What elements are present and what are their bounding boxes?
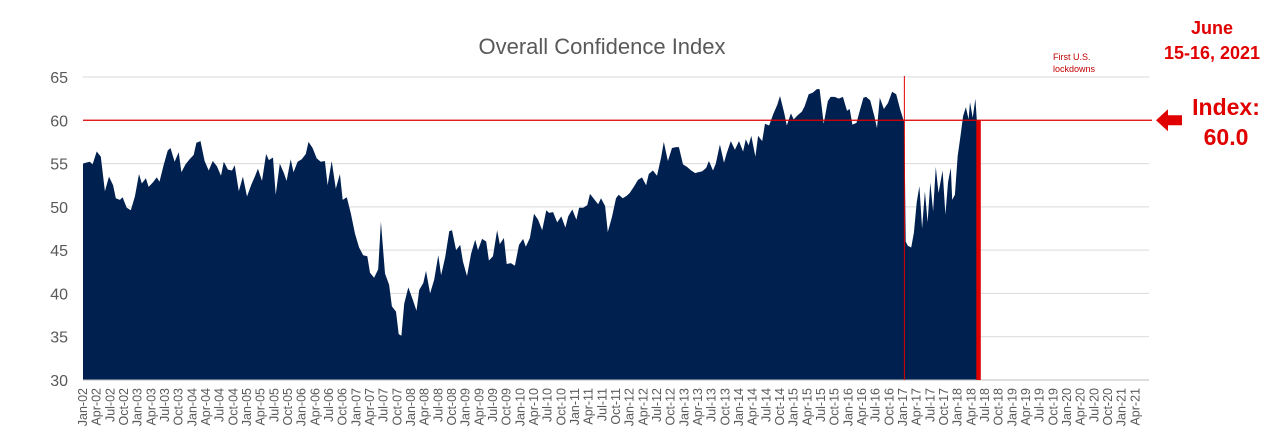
x-tick-label: Jan-14 xyxy=(732,388,746,426)
y-tick-label: 55 xyxy=(50,157,68,174)
x-tick-label: Oct-14 xyxy=(773,388,787,426)
x-tick-label: Apr-05 xyxy=(254,388,268,426)
x-tick-label: Jan-02 xyxy=(76,388,90,426)
x-tick-label: Jan-10 xyxy=(513,388,527,426)
x-tick-label: Jul-05 xyxy=(267,388,281,422)
x-tick-label: Apr-11 xyxy=(582,388,596,425)
x-tick-label: Jul-02 xyxy=(103,388,117,422)
index-annotation-label: Index: xyxy=(1192,94,1260,120)
index-annotation-value: 60.0 xyxy=(1204,124,1249,150)
chart-title: Overall Confidence Index xyxy=(478,34,725,59)
x-tick-label: Apr-06 xyxy=(308,388,322,426)
x-tick-label: Jul-04 xyxy=(213,388,227,422)
y-tick-label: 50 xyxy=(50,200,68,217)
y-tick-label: 65 xyxy=(50,70,68,87)
left-arrow-icon xyxy=(1156,109,1182,132)
x-tick-label: Jan-07 xyxy=(349,388,363,426)
y-tick-label: 40 xyxy=(50,286,68,303)
x-tick-label: Jul-14 xyxy=(759,388,773,422)
x-tick-label: Oct-11 xyxy=(609,388,623,425)
date-annotation-line2: 15-16, 2021 xyxy=(1164,43,1260,63)
date-annotation-line1: June xyxy=(1191,18,1233,38)
x-tick-label: Apr-12 xyxy=(636,388,650,426)
x-tick-label: Jul-15 xyxy=(814,388,828,422)
x-tick-label: Apr-16 xyxy=(855,388,869,426)
x-tick-label: Apr-15 xyxy=(800,388,814,426)
x-tick-label: Jan-16 xyxy=(841,388,855,426)
x-tick-label: Jul-12 xyxy=(650,388,664,422)
x-tick-label: Jan-17 xyxy=(896,388,910,426)
x-tick-label: Jan-12 xyxy=(623,388,637,426)
x-tick-label: Jul-16 xyxy=(869,388,883,422)
x-tick-label: Apr-10 xyxy=(527,388,541,426)
x-tick-label: Jan-19 xyxy=(1005,388,1019,426)
x-tick-label: Apr-20 xyxy=(1074,388,1088,426)
x-tick-label: Apr-04 xyxy=(199,388,213,426)
x-tick-label: Jul-10 xyxy=(541,388,555,422)
x-axis-ticks: Jan-02 Apr-02 Jul-02 Oct-02 Jan-03 Apr-03 Jul-… xyxy=(76,388,1142,426)
x-tick-label: Oct-18 xyxy=(992,388,1006,426)
y-tick-label: 60 xyxy=(50,113,68,130)
x-tick-label: Oct-15 xyxy=(828,388,842,426)
x-tick-label: Apr-13 xyxy=(691,388,705,426)
x-tick-label: Oct-16 xyxy=(882,388,896,426)
x-tick-label: Oct-13 xyxy=(718,388,732,426)
x-tick-label: Jan-09 xyxy=(459,388,473,426)
x-tick-label: Apr-14 xyxy=(746,388,760,426)
x-tick-label: Jan-08 xyxy=(404,388,418,426)
x-tick-label: Jul-07 xyxy=(377,388,391,422)
y-axis-ticks: 30 35 40 45 50 55 60 65 xyxy=(50,70,68,390)
current-index-bar xyxy=(976,120,981,381)
y-tick-label: 45 xyxy=(50,243,68,260)
x-tick-label: Oct-04 xyxy=(226,388,240,426)
x-tick-label: Jul-03 xyxy=(158,388,172,422)
y-tick-label: 35 xyxy=(50,330,68,347)
x-tick-label: Jul-20 xyxy=(1087,388,1101,422)
x-tick-label: Oct-03 xyxy=(172,388,186,426)
x-tick-label: Apr-02 xyxy=(90,388,104,426)
lockdown-annotation-line2: lockdowns xyxy=(1053,64,1096,74)
x-tick-label: Jan-13 xyxy=(677,388,691,426)
x-tick-label: Apr-19 xyxy=(1019,388,1033,426)
x-tick-label: Oct-08 xyxy=(445,388,459,426)
x-tick-label: Jul-13 xyxy=(705,388,719,422)
x-tick-label: Apr-08 xyxy=(418,388,432,426)
x-tick-label: Jul-08 xyxy=(431,388,445,422)
x-tick-label: Oct-12 xyxy=(664,388,678,426)
x-tick-label: Oct-17 xyxy=(937,388,951,426)
x-tick-label: Jan-15 xyxy=(787,388,801,426)
x-tick-label: Jan-05 xyxy=(240,388,254,426)
x-tick-label: Apr-18 xyxy=(964,388,978,426)
x-tick-label: Jan-06 xyxy=(295,388,309,426)
x-tick-label: Oct-09 xyxy=(500,388,514,426)
x-tick-label: Jan-20 xyxy=(1060,388,1074,426)
y-tick-label: 30 xyxy=(50,373,68,390)
x-tick-label: Oct-07 xyxy=(390,388,404,426)
x-tick-label: Jan-04 xyxy=(185,388,199,426)
x-tick-label: Jul-09 xyxy=(486,388,500,422)
x-tick-label: Oct-20 xyxy=(1101,388,1115,426)
x-tick-label: Jul-11 xyxy=(595,388,609,421)
confidence-area-series xyxy=(83,89,977,380)
x-tick-label: Oct-02 xyxy=(117,388,131,426)
x-tick-label: Apr-03 xyxy=(144,388,158,426)
x-tick-label: Jan-18 xyxy=(951,388,965,426)
x-tick-label: Jul-18 xyxy=(978,388,992,422)
x-tick-label: Jul-19 xyxy=(1033,388,1047,422)
x-tick-label: Apr-09 xyxy=(472,388,486,426)
x-tick-label: Jul-17 xyxy=(923,388,937,422)
x-tick-label: Apr-21 xyxy=(1128,388,1142,426)
x-tick-label: Jul-06 xyxy=(322,388,336,422)
x-tick-label: Apr-07 xyxy=(363,388,377,426)
x-tick-label: Apr-17 xyxy=(910,388,924,426)
x-tick-label: Oct-10 xyxy=(554,388,568,426)
x-tick-label: Oct-19 xyxy=(1046,388,1060,426)
x-tick-label: Jan-03 xyxy=(131,388,145,426)
x-tick-label: Oct-06 xyxy=(336,388,350,426)
lockdown-annotation-line1: First U.S. xyxy=(1053,52,1091,62)
x-tick-label: Jan-21 xyxy=(1115,388,1129,426)
x-tick-label: Jan-11 xyxy=(568,388,582,425)
x-tick-label: Oct-05 xyxy=(281,388,295,426)
